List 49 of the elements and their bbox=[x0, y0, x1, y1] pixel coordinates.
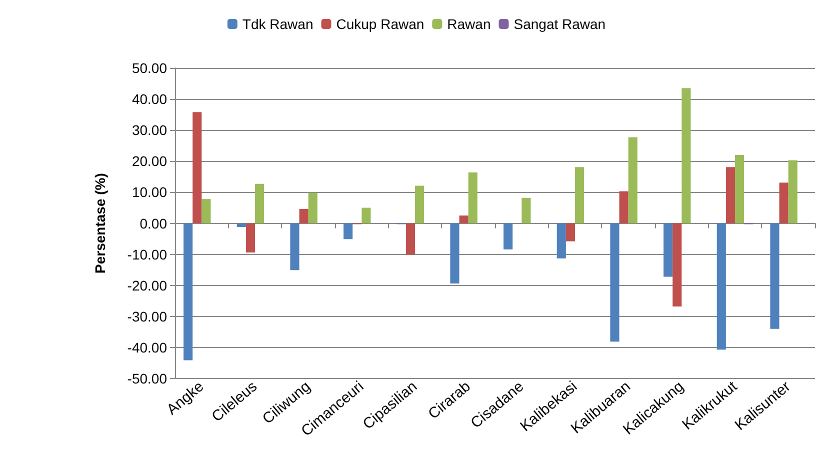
bar bbox=[664, 223, 673, 277]
y-axis-title: Persentase (%) bbox=[92, 173, 108, 274]
bar bbox=[716, 223, 726, 350]
bar bbox=[184, 223, 193, 360]
legend-label: Sangat Rawan bbox=[514, 16, 606, 32]
bar bbox=[788, 160, 798, 224]
bar bbox=[202, 199, 211, 224]
legend-label: Tdk Rawan bbox=[242, 16, 314, 32]
bar bbox=[255, 184, 264, 224]
bar bbox=[672, 223, 682, 307]
bar bbox=[192, 112, 202, 224]
bar bbox=[682, 88, 691, 224]
bar bbox=[628, 137, 638, 224]
bar bbox=[610, 223, 620, 342]
bar bbox=[299, 208, 308, 224]
bar bbox=[566, 223, 575, 242]
bar bbox=[406, 223, 415, 255]
bar bbox=[504, 223, 513, 250]
y-tick-label: -50.00 bbox=[127, 370, 168, 387]
legend-label: Rawan bbox=[447, 16, 491, 32]
bar bbox=[290, 223, 300, 270]
legend-label: Cukup Rawan bbox=[336, 16, 424, 32]
y-tick-label: 0.00 bbox=[140, 215, 168, 232]
bar bbox=[415, 186, 424, 224]
y-tick-label: 10.00 bbox=[132, 184, 168, 200]
bar bbox=[779, 182, 788, 224]
bar bbox=[344, 223, 353, 240]
bar bbox=[468, 172, 478, 224]
bar bbox=[236, 223, 246, 228]
bar bbox=[246, 223, 255, 252]
bar bbox=[556, 223, 566, 258]
bar bbox=[575, 167, 584, 224]
bar bbox=[619, 191, 628, 224]
bar bbox=[450, 223, 460, 284]
bar bbox=[362, 208, 371, 224]
y-tick-label: -10.00 bbox=[127, 246, 168, 262]
y-tick-label: -20.00 bbox=[127, 277, 168, 294]
bar bbox=[735, 154, 744, 224]
y-tick-label: 30.00 bbox=[132, 122, 168, 138]
bar bbox=[308, 192, 318, 224]
bar bbox=[726, 167, 735, 224]
bar bbox=[522, 198, 531, 224]
bar bbox=[459, 216, 468, 224]
y-tick-label: 40.00 bbox=[132, 91, 168, 108]
bar bbox=[770, 223, 780, 329]
y-tick-label: 20.00 bbox=[132, 153, 168, 170]
y-tick-label: 50.00 bbox=[132, 60, 168, 76]
y-tick-label: -30.00 bbox=[127, 308, 168, 324]
y-tick-label: -40.00 bbox=[127, 340, 168, 356]
